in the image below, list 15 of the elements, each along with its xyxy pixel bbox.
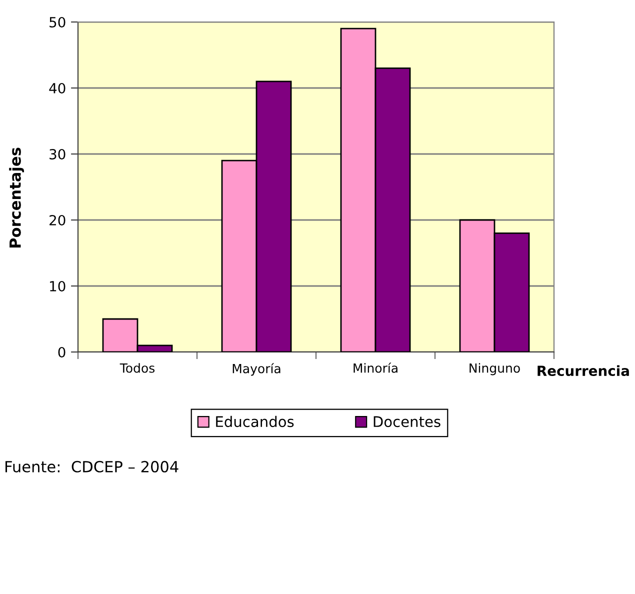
y-tick-label: 30: [50, 148, 66, 160]
legend-label: Docentes: [374, 416, 440, 428]
y-tick-label: 50: [50, 16, 66, 28]
x-tick-label: Ninguno: [470, 363, 520, 376]
y-axis-title: Porcentajes: [9, 148, 24, 248]
legend-label: Educandos: [216, 416, 294, 428]
y-tick-label: 0: [58, 346, 66, 358]
x-tick-label: Todos: [120, 363, 155, 373]
y-tick-label: 10: [50, 280, 66, 292]
x-axis-title: Recurrencia: [538, 365, 629, 376]
x-tick-label: Mayoría: [232, 363, 280, 376]
x-tick-label: Minoría: [354, 362, 398, 373]
source-note: Fuente: CDCEP – 2004: [6, 460, 178, 472]
y-tick-label: 40: [49, 82, 66, 94]
y-tick-label: 20: [50, 214, 66, 226]
